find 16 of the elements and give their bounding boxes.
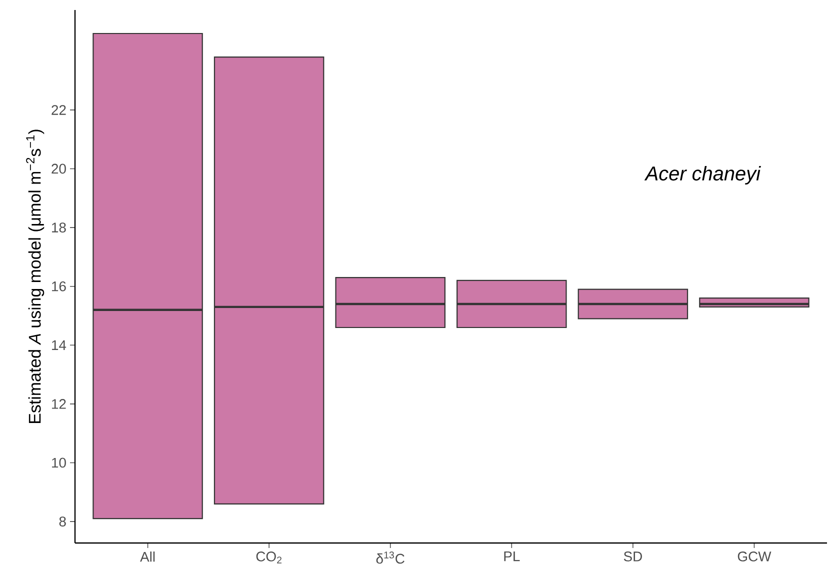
y-tick-label: 8	[59, 516, 66, 526]
x-tick-label: δ$^{13}$C	[376, 552, 404, 564]
x-tick-label: GCW	[738, 552, 772, 562]
x-tick-label: CO$_{2}$	[256, 552, 282, 564]
x-tick-label: SD	[624, 552, 642, 562]
x-tick-label: PL	[504, 552, 520, 562]
annotation: Acer chaneyi	[644, 166, 761, 185]
y-tick-label: 22	[52, 105, 66, 115]
y-tick-label: 16	[52, 281, 66, 292]
x-tick-label: All	[140, 552, 155, 562]
y-tick-label: 10	[52, 458, 66, 468]
y-tick-label: 18	[52, 222, 66, 232]
y-axis-title: Estimated A using model (μmol m$^{−2}$s$^{−1}$)	[26, 130, 44, 423]
y-tick-label: 20	[52, 164, 66, 174]
y-tick-label: 14	[52, 340, 66, 350]
y-tick-label: 12	[52, 399, 66, 409]
